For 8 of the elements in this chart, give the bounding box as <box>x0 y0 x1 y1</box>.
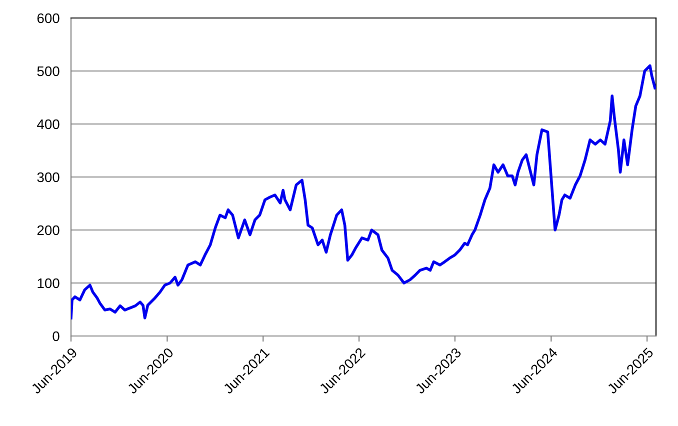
y-tick-label: 200 <box>37 225 60 236</box>
line-series <box>71 64 656 320</box>
y-tick-label: 100 <box>38 278 60 288</box>
y-tick-label: 600 <box>37 13 60 24</box>
y-tick-label: 300 <box>37 172 60 182</box>
y-tick-label: 500 <box>37 66 60 76</box>
y-tick-label: 400 <box>37 119 60 130</box>
y-tick-label: 0 <box>52 331 60 342</box>
